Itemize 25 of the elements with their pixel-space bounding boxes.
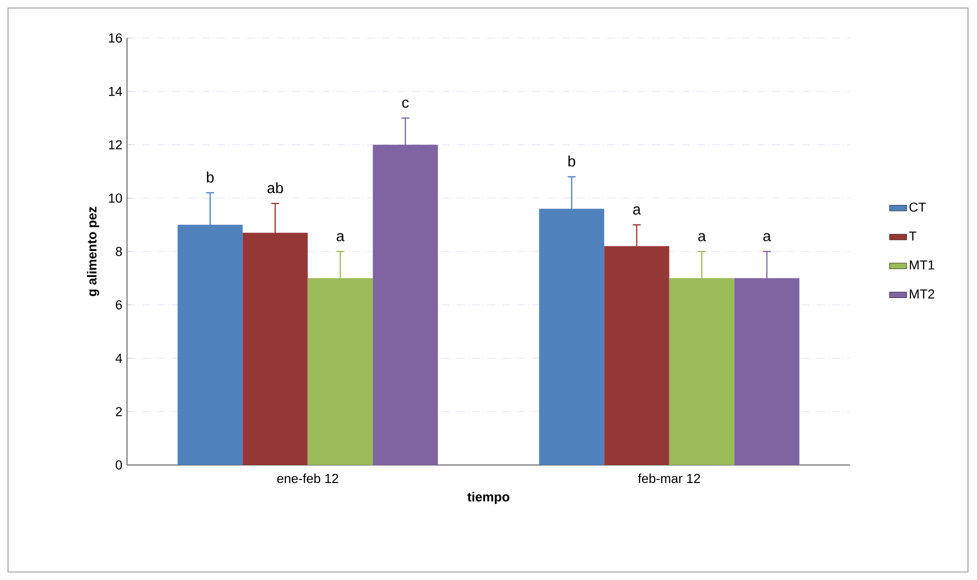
- data-label: b: [568, 156, 576, 167]
- y-tick-label: 16: [109, 33, 122, 43]
- legend-label: MT2: [910, 289, 934, 298]
- legend-label: CT: [909, 202, 926, 212]
- y-tick-label: 4: [116, 354, 122, 363]
- y-tick-label: 8: [116, 246, 122, 256]
- x-tick-label: ene-feb 12: [277, 474, 338, 484]
- data-label: a: [633, 206, 641, 215]
- y-tick-label: 0: [116, 460, 122, 470]
- x-tick-label: feb-mar 12: [638, 474, 700, 484]
- y-tick-label: 12: [109, 140, 122, 150]
- data-label: c: [402, 100, 409, 108]
- y-axis-title: g alimento pez: [86, 206, 100, 296]
- data-label: b: [206, 172, 214, 183]
- data-label: ab: [268, 182, 283, 194]
- y-tick-label: 14: [109, 86, 122, 96]
- legend-label: T: [909, 232, 916, 241]
- y-tick-label: 6: [116, 300, 122, 310]
- y-tick-label: 10: [109, 194, 122, 203]
- data-label: a: [763, 233, 772, 242]
- y-tick-label: 2: [116, 407, 122, 416]
- data-label: a: [336, 233, 344, 242]
- data-label: a: [698, 233, 706, 242]
- x-axis-title: tiempo: [467, 492, 510, 504]
- legend-label: MT1: [910, 260, 934, 270]
